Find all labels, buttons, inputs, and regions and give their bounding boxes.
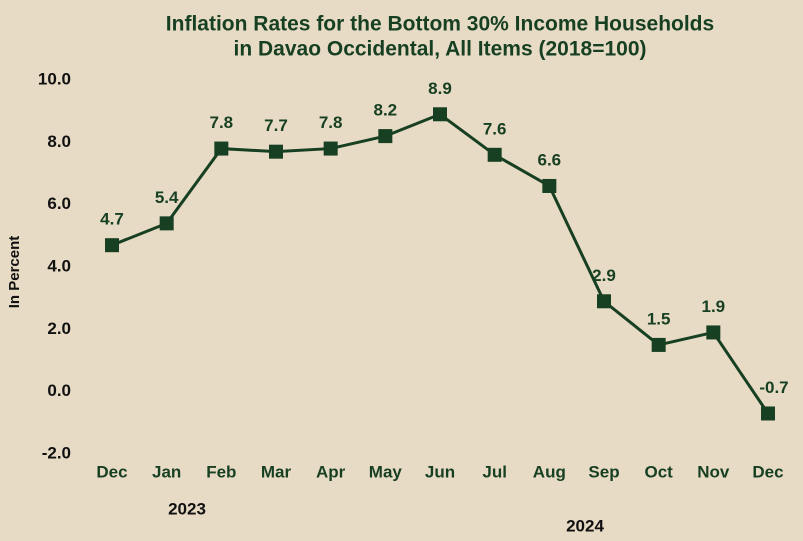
y-tick-label: 0.0 <box>47 381 71 400</box>
marker <box>105 238 119 252</box>
year-label: 2024 <box>566 516 604 535</box>
data-label: 1.9 <box>702 297 726 316</box>
marker <box>433 107 447 121</box>
x-tick-label: Dec <box>752 462 783 481</box>
y-axis-label: In Percent <box>6 236 23 309</box>
marker <box>761 406 775 420</box>
marker <box>488 148 502 162</box>
y-tick-label: 2.0 <box>47 319 71 338</box>
x-tick-label: May <box>369 462 403 481</box>
data-label: 7.7 <box>264 116 288 135</box>
x-tick-label: Jul <box>482 462 507 481</box>
data-label: -0.7 <box>759 378 788 397</box>
marker <box>269 145 283 159</box>
chart-title: in Davao Occidental, All Items (2018=100… <box>234 38 647 61</box>
background <box>0 0 803 541</box>
marker <box>160 216 174 230</box>
marker <box>542 179 556 193</box>
x-tick-label: Mar <box>261 462 292 481</box>
chart-title: Inflation Rates for the Bottom 30% Incom… <box>166 13 714 36</box>
marker <box>378 129 392 143</box>
x-tick-label: Apr <box>316 462 346 481</box>
marker <box>652 338 666 352</box>
x-tick-label: Jan <box>152 462 181 481</box>
x-tick-label: Oct <box>644 462 673 481</box>
marker <box>324 142 338 156</box>
marker <box>597 294 611 308</box>
marker <box>214 142 228 156</box>
y-tick-label: 8.0 <box>47 132 71 151</box>
data-label: 2.9 <box>592 266 616 285</box>
x-tick-label: Feb <box>206 462 236 481</box>
data-label: 7.8 <box>210 113 234 132</box>
y-tick-label: 6.0 <box>47 194 71 213</box>
chart: Inflation Rates for the Bottom 30% Incom… <box>0 0 803 541</box>
year-label: 2023 <box>168 499 206 518</box>
data-label: 4.7 <box>100 210 124 229</box>
data-label: 1.5 <box>647 309 671 328</box>
data-label: 6.6 <box>538 150 562 169</box>
x-tick-label: Jun <box>425 462 455 481</box>
x-tick-label: Aug <box>533 462 566 481</box>
x-tick-label: Nov <box>697 462 730 481</box>
data-label: 8.9 <box>428 79 452 98</box>
marker <box>706 325 720 339</box>
data-label: 8.2 <box>374 101 398 120</box>
data-label: 7.6 <box>483 119 507 138</box>
data-label: 5.4 <box>155 188 179 207</box>
y-tick-label: -2.0 <box>42 443 71 462</box>
x-tick-label: Sep <box>588 462 619 481</box>
x-tick-label: Dec <box>96 462 127 481</box>
y-tick-label: 10.0 <box>38 69 71 88</box>
data-label: 7.8 <box>319 113 343 132</box>
y-tick-label: 4.0 <box>47 256 71 275</box>
